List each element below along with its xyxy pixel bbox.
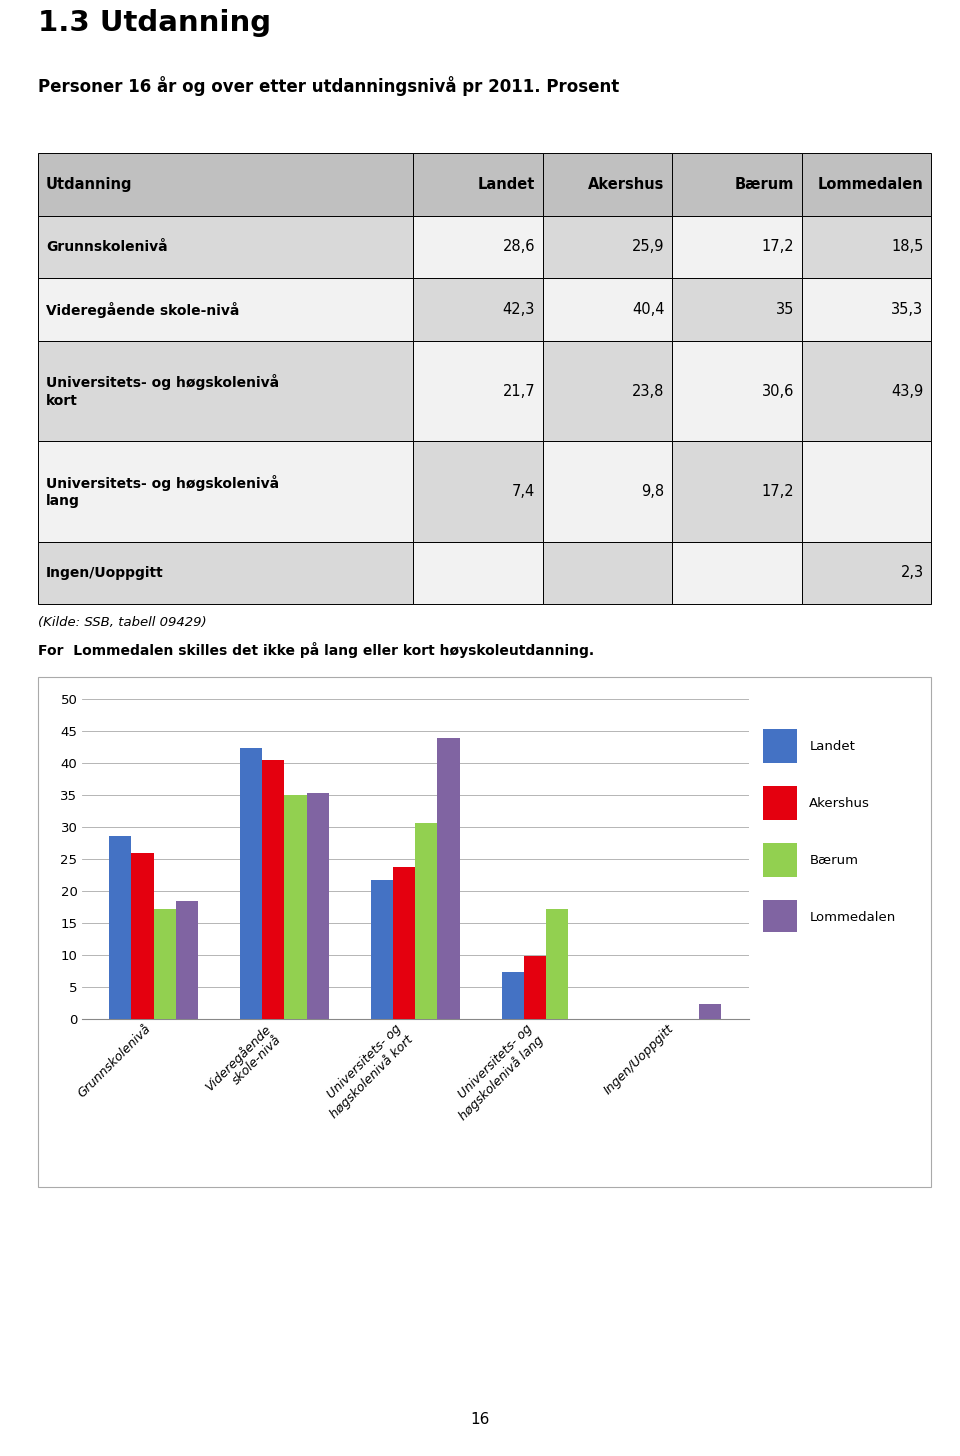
Bar — [542, 542, 672, 604]
Text: 43,9: 43,9 — [891, 383, 924, 399]
Bar — [763, 786, 797, 820]
Bar — [414, 542, 542, 604]
Bar — [38, 441, 414, 542]
Bar — [132, 853, 154, 1019]
Bar — [262, 760, 284, 1019]
Text: Universitets- og høgskolenivå
kort: Universitets- og høgskolenivå kort — [46, 374, 279, 408]
Bar — [672, 341, 802, 441]
Bar — [371, 881, 393, 1019]
Bar — [672, 153, 802, 215]
Text: Ingen/Uoppgitt: Ingen/Uoppgitt — [46, 566, 164, 579]
Bar — [546, 909, 568, 1019]
Text: Videregående skole-nivå: Videregående skole-nivå — [46, 301, 239, 317]
Bar — [414, 341, 542, 441]
Text: 30,6: 30,6 — [761, 383, 794, 399]
Text: Landet: Landet — [809, 740, 855, 753]
Text: 35,3: 35,3 — [892, 301, 924, 317]
Bar — [802, 441, 931, 542]
Bar — [438, 738, 460, 1019]
Text: Bærum: Bærum — [734, 176, 794, 192]
Bar — [38, 153, 414, 215]
Text: Landet: Landet — [478, 176, 535, 192]
Text: 35: 35 — [776, 301, 794, 317]
Bar — [763, 900, 797, 933]
Text: For  Lommedalen skilles det ikke på lang eller kort høyskoleutdanning.: For Lommedalen skilles det ikke på lang … — [38, 642, 594, 658]
Text: 16: 16 — [470, 1412, 490, 1427]
Bar — [524, 957, 546, 1019]
Bar — [109, 836, 132, 1019]
Bar — [284, 795, 306, 1019]
Bar — [393, 866, 416, 1019]
Text: 1.3 Utdanning: 1.3 Utdanning — [38, 9, 272, 36]
Text: 7,4: 7,4 — [512, 483, 535, 499]
Bar — [414, 153, 542, 215]
Text: Bærum: Bærum — [809, 853, 858, 866]
Text: 28,6: 28,6 — [503, 239, 535, 255]
Bar — [802, 278, 931, 341]
Bar — [802, 215, 931, 278]
Text: 42,3: 42,3 — [503, 301, 535, 317]
Bar — [542, 153, 672, 215]
Bar — [306, 794, 329, 1019]
Text: Akershus: Akershus — [588, 176, 664, 192]
Bar — [38, 215, 414, 278]
Bar — [240, 748, 262, 1019]
Text: 2,3: 2,3 — [900, 565, 924, 581]
Bar — [414, 215, 542, 278]
Bar — [672, 215, 802, 278]
Text: Lommedalen: Lommedalen — [818, 176, 924, 192]
Bar — [416, 823, 438, 1019]
Text: Grunnskolenivå: Grunnskolenivå — [46, 240, 168, 253]
Bar — [763, 843, 797, 877]
Bar — [542, 441, 672, 542]
Text: (Kilde: SSB, tabell 09429): (Kilde: SSB, tabell 09429) — [38, 616, 207, 629]
Bar — [176, 901, 198, 1019]
Text: Universitets- og høgskolenivå
lang: Universitets- og høgskolenivå lang — [46, 475, 279, 508]
Text: 23,8: 23,8 — [633, 383, 664, 399]
Bar — [802, 341, 931, 441]
Bar — [501, 971, 524, 1019]
Text: Utdanning: Utdanning — [46, 176, 132, 192]
Bar — [542, 278, 672, 341]
Text: 40,4: 40,4 — [632, 301, 664, 317]
Text: Personer 16 år og over etter utdanningsnivå pr 2011. Prosent: Personer 16 år og over etter utdanningsn… — [38, 76, 619, 96]
Text: 17,2: 17,2 — [761, 483, 794, 499]
Text: 9,8: 9,8 — [641, 483, 664, 499]
Bar — [38, 341, 414, 441]
Text: 17,2: 17,2 — [761, 239, 794, 255]
Bar — [414, 278, 542, 341]
Text: 25,9: 25,9 — [632, 239, 664, 255]
Bar — [38, 677, 931, 1187]
Bar — [699, 1005, 721, 1019]
Bar — [38, 542, 414, 604]
Bar — [802, 542, 931, 604]
Bar — [38, 278, 414, 341]
Bar — [672, 441, 802, 542]
Text: Akershus: Akershus — [809, 796, 870, 810]
Bar — [414, 441, 542, 542]
Bar — [802, 153, 931, 215]
Bar — [672, 278, 802, 341]
Bar — [542, 215, 672, 278]
Text: Lommedalen: Lommedalen — [809, 910, 896, 923]
Bar — [542, 341, 672, 441]
Bar — [154, 909, 176, 1019]
Text: 21,7: 21,7 — [502, 383, 535, 399]
Bar — [763, 729, 797, 763]
Text: 18,5: 18,5 — [891, 239, 924, 255]
Bar — [672, 542, 802, 604]
